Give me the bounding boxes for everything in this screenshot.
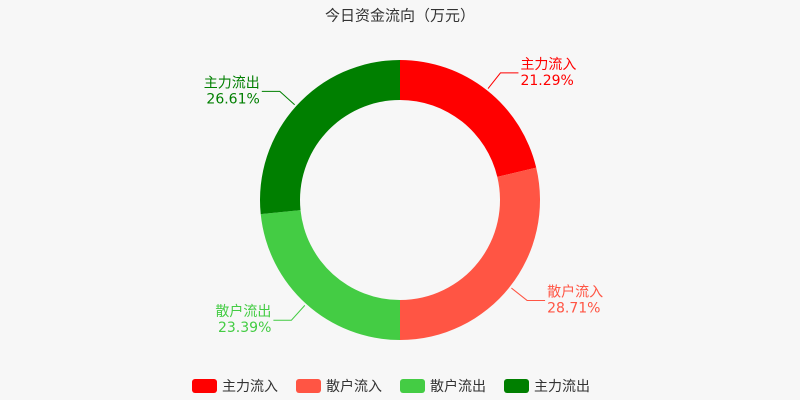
legend-label: 主力流出: [534, 379, 590, 395]
legend-swatch: [400, 379, 425, 393]
legend-label: 散户流出: [430, 378, 486, 395]
slice-label: 主力流入: [520, 57, 576, 73]
slice-label: 主力流出: [204, 75, 260, 91]
slice-value-label: 21.29%: [520, 73, 573, 89]
donut-slice: [260, 210, 400, 340]
legend-label: 主力流入: [222, 379, 278, 395]
leader-line: [511, 287, 546, 301]
donut-slice: [400, 60, 537, 177]
legend-label: 散户流入: [326, 378, 382, 395]
donut-slice: [259, 60, 400, 215]
slice-label: 散户流出: [215, 303, 271, 320]
legend-swatch: [296, 379, 321, 393]
legend-swatch: [192, 379, 217, 393]
slice-value-label: 28.71%: [547, 300, 600, 316]
slice-value-label: 26.61%: [206, 91, 259, 107]
slice-label: 散户流入: [547, 283, 603, 300]
leader-line: [261, 90, 295, 106]
leader-line: [273, 305, 306, 321]
legend-swatch: [504, 379, 529, 393]
slice-value-label: 23.39%: [218, 320, 271, 336]
leader-line: [487, 72, 519, 89]
donut-slice: [400, 167, 540, 340]
chart-title: 今日资金流向（万元）: [325, 7, 475, 25]
